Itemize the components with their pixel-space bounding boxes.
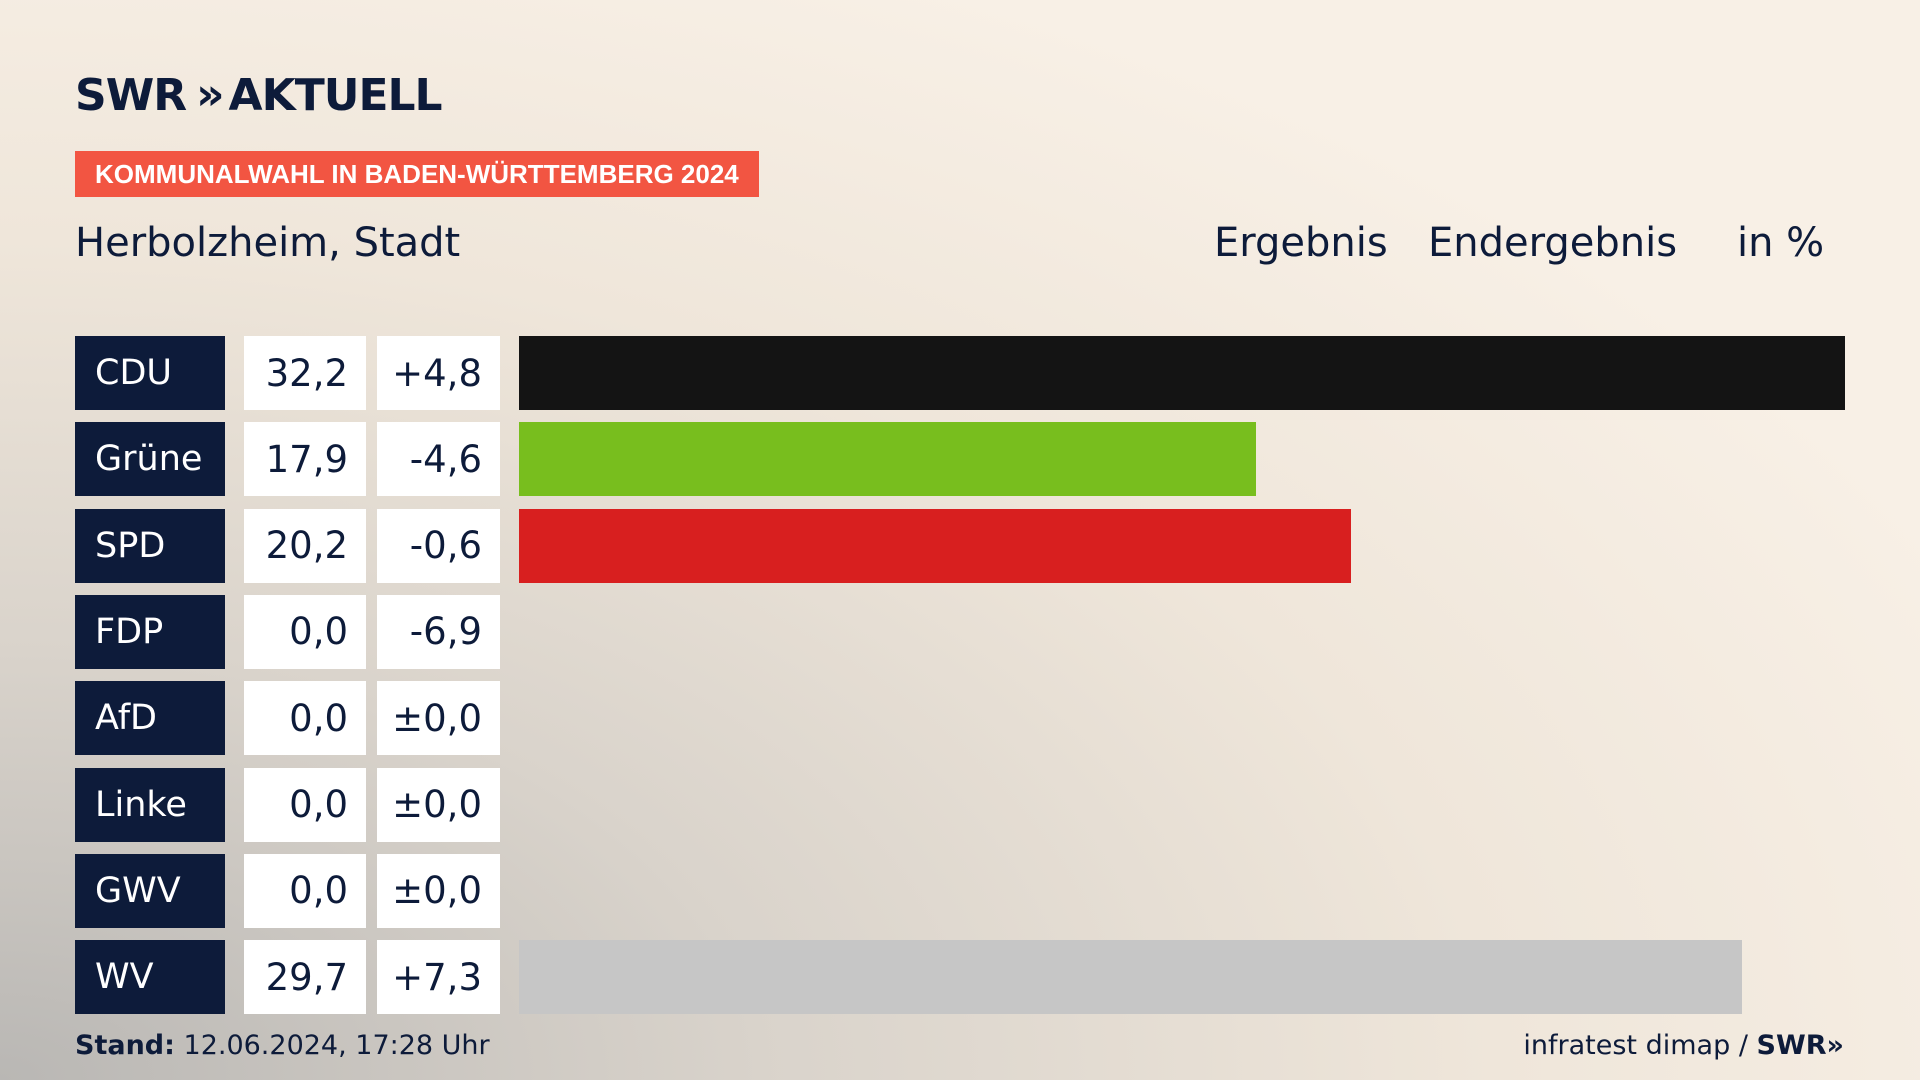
result-bar <box>519 940 1743 1015</box>
party-label: SPD <box>75 508 225 583</box>
result-diff: +4,8 <box>377 336 500 410</box>
logo-swr-text: SWR <box>75 70 187 121</box>
chevron-double-icon: » <box>196 69 225 120</box>
result-bar <box>519 336 1845 410</box>
result-diff: ±0,0 <box>377 853 500 928</box>
result-value: 20,2 <box>244 508 366 583</box>
result-bar <box>519 422 1257 497</box>
result-diff: ±0,0 <box>377 681 500 756</box>
result-value: 0,0 <box>244 853 366 928</box>
result-value: 29,7 <box>244 940 366 1015</box>
result-value: 0,0 <box>244 594 366 669</box>
result-value: 0,0 <box>244 767 366 842</box>
result-diff: -0,6 <box>377 508 500 583</box>
result-row: AfD 0,0 ±0,0 <box>75 681 1845 756</box>
result-row: CDU 32,2 +4,8 <box>75 336 1845 410</box>
header-unit: in % <box>1737 220 1825 266</box>
result-diff: ±0,0 <box>377 767 500 842</box>
footer-source: infratest dimap / SWR» <box>1523 1030 1844 1061</box>
source-text: infratest dimap / <box>1523 1030 1748 1061</box>
result-diff: +7,3 <box>377 940 500 1015</box>
result-row: SPD 20,2 -0,6 <box>75 508 1845 583</box>
party-label: CDU <box>75 336 225 410</box>
place-title: Herbolzheim, Stadt <box>75 220 461 266</box>
party-label: AfD <box>75 681 225 756</box>
result-diff: -6,9 <box>377 594 500 669</box>
footer-stand: Stand: 12.06.2024, 17:28 Uhr <box>75 1030 490 1061</box>
result-value: 0,0 <box>244 681 366 756</box>
party-label: WV <box>75 940 225 1015</box>
result-value: 17,9 <box>244 422 366 497</box>
result-row: Grüne 17,9 -4,6 <box>75 422 1845 497</box>
result-row: WV 29,7 +7,3 <box>75 940 1845 1015</box>
party-label: Linke <box>75 767 225 842</box>
result-diff: -4,6 <box>377 422 500 497</box>
result-row: Linke 0,0 ±0,0 <box>75 767 1845 842</box>
election-banner: KOMMUNALWAHL IN BADEN-WÜRTTEMBERG 2024 <box>75 151 759 197</box>
party-label: GWV <box>75 853 225 928</box>
swr-aktuell-logo: SWR» AKTUELL <box>75 69 443 121</box>
stand-value: 12.06.2024, 17:28 Uhr <box>183 1030 490 1061</box>
result-bar <box>519 508 1351 583</box>
logo-aktuell-text: AKTUELL <box>228 70 443 121</box>
party-label: Grüne <box>75 422 225 497</box>
header-endergebnis: Endergebnis <box>1428 220 1678 266</box>
party-label: FDP <box>75 594 225 669</box>
result-row: FDP 0,0 -6,9 <box>75 594 1845 669</box>
header-ergebnis: Ergebnis <box>1214 220 1388 266</box>
result-value: 32,2 <box>244 336 366 410</box>
chevron-double-icon: » <box>1826 1030 1844 1061</box>
result-row: GWV 0,0 ±0,0 <box>75 853 1845 928</box>
footer-swr-logo: SWR» <box>1756 1030 1844 1061</box>
stand-label: Stand: <box>75 1030 175 1061</box>
